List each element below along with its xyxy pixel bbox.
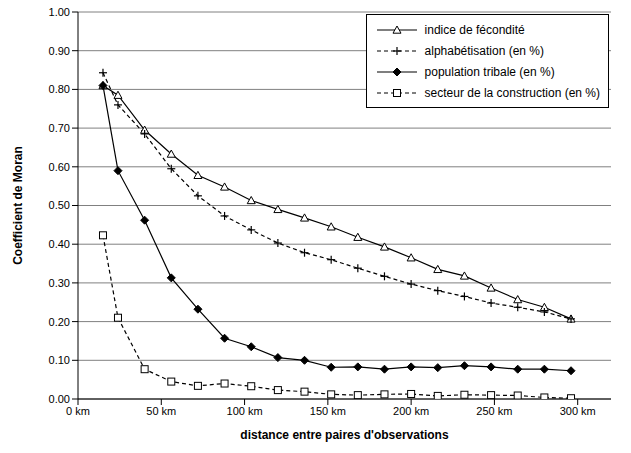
svg-text:50 km: 50 km [146,405,176,417]
svg-text:0.50: 0.50 [49,199,70,211]
svg-text:distance entre paires d'observ: distance entre paires d'observations [240,428,449,442]
svg-text:0.40: 0.40 [49,238,70,250]
html-text:population tribale (en %): population tribale (en %) [424,64,555,79]
html-text:alphabétisation (en %): alphabétisation (en %) [424,43,544,58]
svg-text:300 km: 300 km [560,405,596,417]
svg-text:1.00: 1.00 [49,8,70,18]
html-text:indice de fécondité: indice de fécondité [424,22,525,37]
svg-text:0.60: 0.60 [49,161,70,173]
svg-text:0.00: 0.00 [49,393,70,405]
svg-text:0.20: 0.20 [49,316,70,328]
svg-text:100 km: 100 km [227,405,263,417]
svg-text:0.30: 0.30 [49,277,70,289]
svg-text:0 km: 0 km [66,405,90,417]
svg-text:0.70: 0.70 [49,122,70,134]
svg-text:200 km: 200 km [393,405,429,417]
svg-text:Coefficient de Moran: Coefficient de Moran [11,146,25,265]
svg-text:0.80: 0.80 [49,83,70,95]
svg-text:250 km: 250 km [476,405,512,417]
svg-text:0.90: 0.90 [49,45,70,57]
svg-text:150 km: 150 km [310,405,346,417]
html-text:secteur de la construction (en: secteur de la construction (en %) [424,85,600,100]
svg-text:0.10: 0.10 [49,354,70,366]
